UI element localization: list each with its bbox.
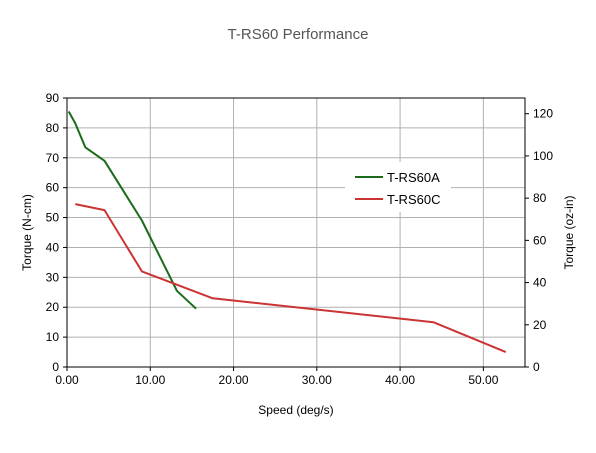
y-tick-label: 20 [46,300,60,314]
series-lines [67,111,507,354]
y-tick-label: 70 [46,151,60,165]
legend-label: T-RS60A [387,170,440,185]
legend-box [345,162,451,212]
y2-axis-label: Torque (oz-in) [562,195,576,269]
y-axis-label: Torque (N-cm) [20,194,34,271]
y2-tick-label: 100 [533,149,553,163]
y2-tick-label: 120 [533,107,553,121]
y2-tick-label: 60 [533,233,547,247]
x-tick-label: 0.00 [55,373,79,387]
x-axis-label: Speed (deg/s) [258,403,333,417]
y-tick-label: 40 [46,240,60,254]
x-tick-label: 10.00 [135,373,165,387]
x-tick-label: 30.00 [302,373,332,387]
axis-ticks: 0 10 20 30 40 50 60 70 80 90 0.00 10.00 20.00 30.00 40… [46,91,554,387]
y-tick-label: 90 [46,91,60,105]
x-tick-label: 40.00 [385,373,415,387]
y-tick-label: 50 [46,211,60,225]
series-line-t-rs60a [67,111,197,310]
y-tick-label: 80 [46,121,60,135]
y-tick-label: 0 [52,360,59,374]
y-tick-label: 10 [46,330,60,344]
y2-tick-label: 40 [533,276,547,290]
legend: T-RS60A T-RS60C [345,162,451,212]
y2-tick-label: 80 [533,191,547,205]
plot-area-frame [66,97,526,368]
series-line-t-rs60c [75,203,507,354]
grid [66,97,525,368]
y-tick-label: 60 [46,181,60,195]
legend-label: T-RS60C [387,192,440,207]
x-tick-label: 20.00 [219,373,249,387]
chart-title: T-RS60 Performance [227,26,369,43]
x-tick-label: 50.00 [468,373,498,387]
y2-tick-label: 0 [533,360,540,374]
y2-tick-label: 20 [533,318,547,332]
y-tick-label: 30 [46,270,60,284]
